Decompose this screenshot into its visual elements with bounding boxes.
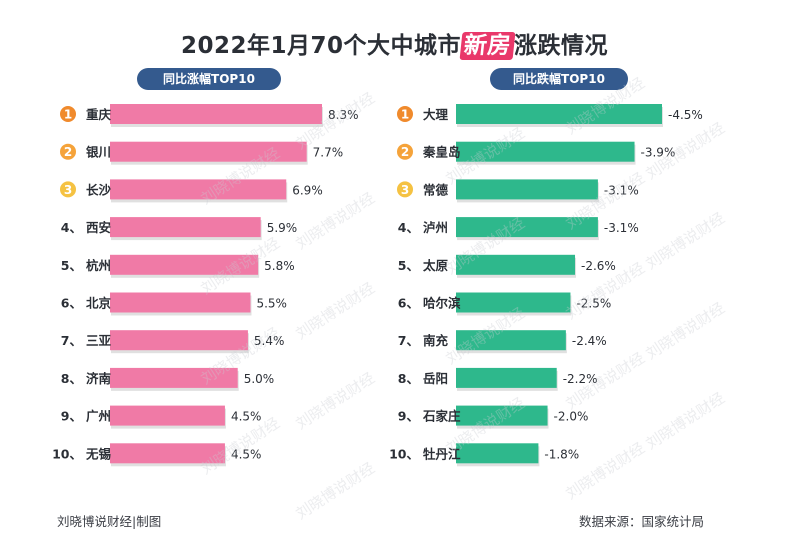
fall-rank-label: 5、 [398,258,419,273]
fall-category-label: 秦皇岛 [422,145,461,160]
fall-bar [456,179,598,200]
fall-value-label: -2.6% [581,259,616,273]
rise-value-label: 6.9% [292,183,323,197]
fall-rank-medal [397,143,413,160]
fall-value-label: -3.1% [604,183,639,197]
rise-bar [110,254,259,275]
rise-rank-medal [60,106,76,122]
footer-source: 数据来源：国家统计局 [579,514,705,529]
rise-bar [110,141,307,162]
fall-bar [456,254,576,275]
rise-value-label: 5.4% [254,334,285,348]
fall-category-label: 南充 [423,333,449,348]
rise-rank-label: 10、 [52,446,82,461]
fall-rank-medal [397,181,413,198]
fall-value-label: -2.4% [572,334,607,348]
rise-category-label: 三亚 [86,333,112,348]
rise-rank-medal-number: 2 [64,145,72,159]
rise-bar [110,217,261,238]
rise-value-label: 4.5% [231,410,262,424]
rise-rank-label: 4、 [61,220,82,235]
rise-category-label: 广州 [86,409,111,424]
fall-value-label: -3.9% [641,146,676,160]
rise-rank-medal-number: 1 [64,108,72,122]
fall-rank-medal-number: 2 [401,145,409,159]
rise-category-label: 无锡 [85,446,112,461]
fall-bar [456,217,598,238]
fall-value-label: -4.5% [668,108,703,122]
fall-panel-header: 同比跌幅TOP10 [490,68,628,90]
fall-value-label: -2.2% [563,372,598,386]
fall-value-label: -2.0% [554,410,589,424]
rise-category-label: 西安 [86,220,111,235]
fall-rank-label: 4、 [398,220,419,235]
title-suffix: 涨跌情况 [514,33,609,59]
fall-rank-label: 7、 [398,333,419,348]
fall-bar [456,367,557,388]
rise-bar [110,405,225,426]
fall-bar [456,330,566,351]
rise-value-label: 5.9% [267,221,298,235]
footer-credit: 刘晓博说财经|制图 [57,514,162,529]
fall-rank-label: 6、 [398,296,419,311]
fall-category-label: 岳阳 [423,371,448,386]
fall-rank-label: 9、 [398,409,419,424]
fall-category-label: 泸州 [423,220,448,235]
fall-rank-medal [397,106,413,122]
fall-rank-medal-number: 1 [401,108,409,122]
rise-category-label: 北京 [86,296,112,311]
rise-value-label: 7.7% [313,146,344,160]
rise-panel-header: 同比涨幅TOP10 [137,68,281,90]
fall-rank-label: 8、 [398,371,419,386]
rise-value-label: 5.5% [256,297,287,311]
rise-category-label: 长沙 [86,182,112,197]
rise-bar [110,104,322,124]
fall-bar [456,104,662,124]
rise-value-label: 5.0% [244,372,275,386]
fall-category-label: 大理 [423,107,449,122]
fall-bar [456,292,571,313]
rise-rank-medal-number: 3 [64,183,72,197]
rise-rank-label: 7、 [61,333,82,348]
rise-rank-medal [60,181,76,198]
fall-value-label: -1.8% [544,447,579,461]
fall-bar [456,443,539,464]
rise-value-label: 4.5% [231,447,262,461]
chart-title: 2022年1月70个大中城市新房涨跌情况 [0,26,789,60]
fall-category-label: 太原 [423,258,449,273]
rise-rank-label: 8、 [61,371,82,386]
rise-value-label: 5.8% [264,259,295,273]
rise-value-label: 8.3% [328,108,359,122]
title-prefix: 2022年1月70个大中城市 [180,33,462,59]
rise-rank-label: 9、 [61,409,82,424]
fall-category-label: 石家庄 [422,409,461,424]
rise-bar [110,367,238,388]
rise-category-label: 杭州 [86,258,111,273]
fall-value-label: -2.5% [576,297,611,311]
fall-bar [456,141,635,162]
rise-bar [110,292,251,313]
fall-category-label: 牡丹江 [423,446,461,461]
fall-rank-label: 10、 [389,446,419,461]
fall-category-label: 哈尔滨 [423,296,461,311]
rise-rank-medal [60,143,76,160]
fall-bar [456,405,548,426]
rise-rank-label: 5、 [61,258,82,273]
rise-category-label: 重庆 [86,107,112,122]
rise-bar [110,330,248,351]
rise-bar [110,179,287,200]
rise-rank-label: 6、 [61,296,82,311]
fall-category-label: 常德 [423,182,449,197]
fall-rank-medal-number: 3 [401,183,409,197]
rise-bar [110,443,225,464]
fall-value-label: -3.1% [604,221,639,235]
rise-category-label: 银川 [86,145,111,160]
rise-category-label: 济南 [86,371,112,386]
